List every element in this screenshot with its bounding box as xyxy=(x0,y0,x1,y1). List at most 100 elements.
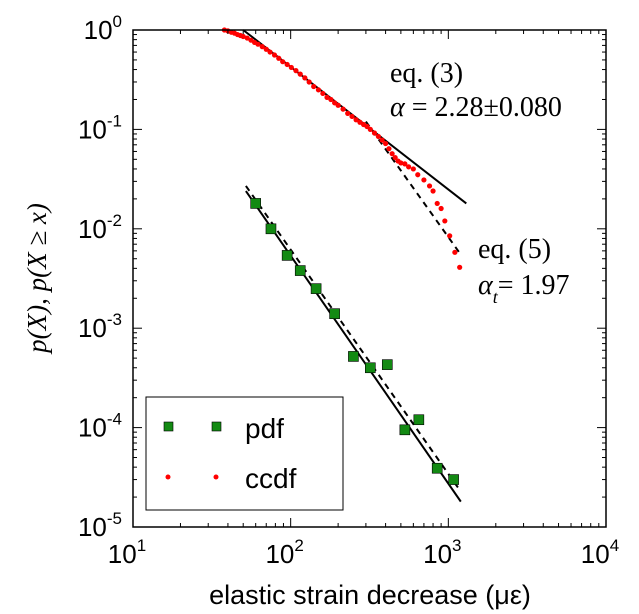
point-pdf-5 xyxy=(329,308,340,319)
point-ccdf-24 xyxy=(315,87,322,93)
point-ccdf-53 xyxy=(430,188,436,194)
y-tick-label-3: 10-2 xyxy=(78,211,122,244)
eq5-alpha: αt= 1.97 xyxy=(478,270,570,307)
y-tick-exp: -3 xyxy=(107,310,122,329)
point-ccdf-33 xyxy=(353,117,359,123)
point-pdf-4 xyxy=(310,283,322,294)
point-ccdf-42 xyxy=(386,146,392,152)
legend-ccdf-marker-1 xyxy=(165,474,171,480)
point-ccdf-44 xyxy=(392,155,398,161)
point-ccdf-50 xyxy=(415,172,421,178)
point-ccdf-39 xyxy=(375,133,381,140)
y-tick-base: 10 xyxy=(78,214,107,244)
y-axis-label: p(X), p(X ≥ x) xyxy=(22,203,52,355)
point-ccdf-43 xyxy=(389,151,395,157)
point-ccdf-19 xyxy=(293,68,299,74)
point-ccdf-25 xyxy=(320,90,326,97)
point-pdf-10 xyxy=(413,414,425,426)
point-ccdf-31 xyxy=(345,110,351,116)
point-ccdf-20 xyxy=(297,71,303,77)
point-ccdf-58 xyxy=(452,249,458,255)
x-axis-label: elastic strain decrease (με) xyxy=(209,580,531,610)
point-pdf-8 xyxy=(381,359,393,370)
point-ccdf-38 xyxy=(371,130,378,136)
point-ccdf-52 xyxy=(426,183,433,189)
y-tick-base: 10 xyxy=(78,512,107,542)
point-ccdf-11 xyxy=(259,44,265,50)
point-ccdf-32 xyxy=(349,113,355,120)
point-ccdf-14 xyxy=(271,52,278,58)
x-tick-label-2: 103 xyxy=(423,536,461,569)
plot-frame xyxy=(132,29,607,528)
point-ccdf-49 xyxy=(410,166,416,172)
point-pdf-6 xyxy=(348,351,359,362)
y-tick-exp: -2 xyxy=(107,211,122,230)
y-tick-label-2: 10-3 xyxy=(78,310,122,343)
point-pdf-9 xyxy=(399,424,411,436)
point-ccdf-57 xyxy=(447,233,453,239)
point-ccdf-13 xyxy=(267,49,273,55)
eq3-label: eq. (3) xyxy=(390,58,463,89)
y-tick-exp: 0 xyxy=(113,12,122,31)
x-tick-label-0: 101 xyxy=(108,536,146,569)
legend-ccdf-label: ccdf xyxy=(245,463,297,494)
point-pdf-1 xyxy=(265,223,277,235)
legend-ccdf-marker-2 xyxy=(213,474,219,480)
fit-line-1 xyxy=(365,120,462,256)
point-ccdf-16 xyxy=(280,59,286,65)
y-tick-base: 10 xyxy=(78,413,107,443)
point-ccdf-55 xyxy=(438,205,444,212)
point-ccdf-54 xyxy=(434,200,440,207)
eq5-alpha-value: = 1.97 xyxy=(498,270,570,301)
point-pdf-12 xyxy=(448,474,459,485)
x-tick-label-3: 104 xyxy=(581,536,619,569)
point-ccdf-23 xyxy=(311,83,317,90)
y-tick-exp: -5 xyxy=(107,509,122,528)
axis-ticks xyxy=(133,30,606,527)
point-ccdf-51 xyxy=(421,177,427,183)
eq3-alpha-value: = 2.28±0.080 xyxy=(405,92,562,123)
point-ccdf-21 xyxy=(302,75,308,81)
x-tick-exp: 4 xyxy=(610,536,619,555)
eq3-alpha: α = 2.28±0.080 xyxy=(390,92,562,123)
y-tick-exp: -4 xyxy=(107,410,122,429)
y-tick-base: 10 xyxy=(84,15,113,45)
y-tick-label-4: 10-1 xyxy=(78,111,122,144)
legend-pdf-label: pdf xyxy=(245,413,284,444)
legend: pdf ccdf xyxy=(145,396,344,511)
data-points xyxy=(221,27,463,485)
point-ccdf-40 xyxy=(379,137,385,143)
point-pdf-3 xyxy=(294,265,306,276)
point-pdf-11 xyxy=(431,462,443,474)
point-ccdf-26 xyxy=(324,94,330,100)
point-ccdf-18 xyxy=(288,64,294,71)
point-ccdf-17 xyxy=(284,61,290,68)
point-ccdf-59 xyxy=(457,264,463,270)
y-tick-label-1: 10-4 xyxy=(78,410,122,443)
eq5-label: eq. (5) xyxy=(478,234,551,265)
legend-pdf-marker-1 xyxy=(163,421,174,432)
point-ccdf-41 xyxy=(382,140,389,147)
point-ccdf-12 xyxy=(263,46,269,52)
point-ccdf-30 xyxy=(340,106,346,112)
point-pdf-0 xyxy=(250,198,261,209)
point-ccdf-7 xyxy=(244,35,250,41)
x-tick-exp: 2 xyxy=(294,536,303,555)
point-ccdf-46 xyxy=(398,160,404,166)
legend-box xyxy=(145,396,344,511)
x-tick-exp: 3 xyxy=(452,536,461,555)
y-tick-base: 10 xyxy=(78,313,107,343)
y-tick-label-0: 10-5 xyxy=(78,509,122,542)
point-ccdf-29 xyxy=(335,102,341,108)
x-tick-label-1: 102 xyxy=(265,536,303,569)
eq3-alpha-symbol: α xyxy=(390,92,406,123)
point-ccdf-6 xyxy=(240,33,246,40)
fit-line-2 xyxy=(245,190,462,503)
legend-pdf-marker-2 xyxy=(211,421,222,432)
eq5-alpha-symbol: α xyxy=(478,270,494,301)
eq5-alpha-sub: t xyxy=(493,287,499,307)
x-tick-base: 10 xyxy=(581,539,610,569)
point-ccdf-48 xyxy=(406,164,412,170)
